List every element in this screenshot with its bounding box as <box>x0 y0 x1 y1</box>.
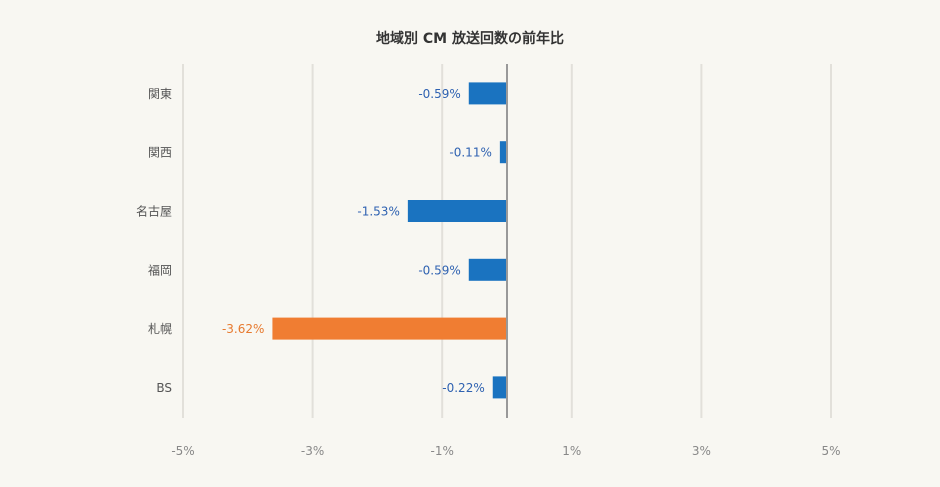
x-tick-label: -3% <box>301 444 324 458</box>
x-tick-label: 5% <box>821 444 840 458</box>
x-tick-label: -5% <box>171 444 194 458</box>
bar <box>468 258 507 281</box>
x-tick-label: 3% <box>692 444 711 458</box>
data-label: -0.59% <box>418 263 460 277</box>
data-label: -0.11% <box>449 146 491 160</box>
bar <box>272 317 507 340</box>
x-tick-label: 1% <box>562 444 581 458</box>
bar <box>468 82 507 105</box>
bar <box>407 200 507 222</box>
data-label: -1.53% <box>357 205 399 219</box>
data-label: -0.59% <box>418 87 460 101</box>
category-label: 関東 <box>148 87 172 101</box>
x-tick-label: -1% <box>431 444 454 458</box>
category-label: BS <box>156 381 172 395</box>
bar <box>492 376 507 399</box>
data-label: -3.62% <box>222 322 264 336</box>
category-label: 関西 <box>148 146 172 160</box>
bar <box>499 141 507 164</box>
data-label: -0.22% <box>442 381 484 395</box>
category-label: 福岡 <box>148 262 172 277</box>
category-label: 札幌 <box>148 321 172 336</box>
chart-title: 地域別 CM 放送回数の前年比 <box>376 31 564 47</box>
category-label: 名古屋 <box>136 204 172 219</box>
